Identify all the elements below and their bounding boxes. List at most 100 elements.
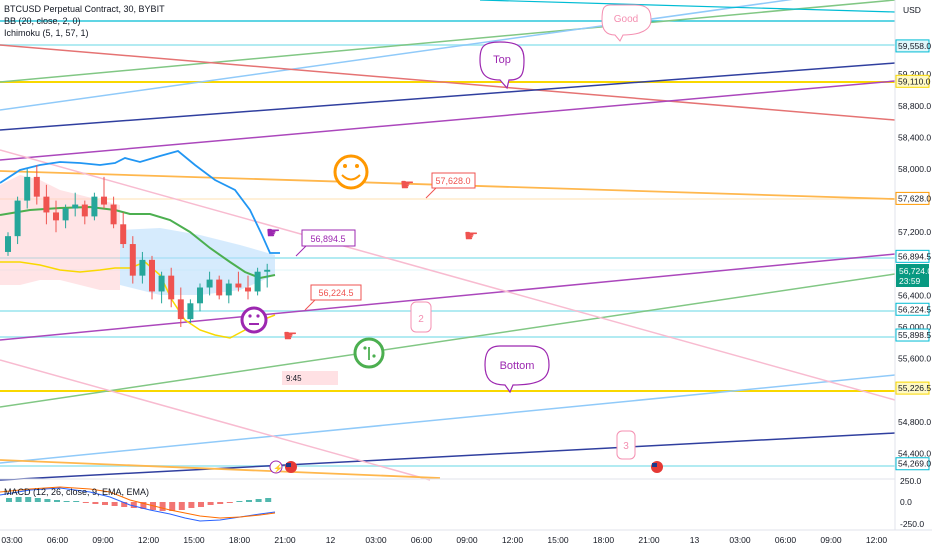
candle: [197, 283, 203, 312]
time-ticks: 03:00 06:00 09:00 12:00 15:00 18:00 21:00 12 03:…: [1, 535, 887, 545]
macd-bar: [198, 502, 204, 507]
time-tick: 03:00: [365, 535, 387, 545]
candle: [158, 271, 165, 304]
macd-bar: [63, 501, 70, 502]
price-note-1-text: 57,628.0: [435, 176, 470, 186]
callout-good-text: Good: [614, 14, 638, 25]
note-3[interactable]: 3: [616, 430, 636, 460]
price-tag: 54,269.0: [895, 457, 931, 471]
candle: [91, 192, 98, 221]
macd-bar: [265, 498, 272, 502]
symbol-title[interactable]: BTCUSD Perpetual Contract, 30, BYBIT: [4, 4, 165, 14]
price-note-1[interactable]: 57,628.0: [425, 172, 476, 199]
macd-bar: [226, 502, 233, 503]
smiley-orange-icon[interactable]: [333, 154, 369, 190]
macd-bar: [188, 502, 195, 508]
candle: [24, 169, 31, 209]
note-3-text: 3: [623, 441, 629, 452]
current-price: 56,724.0: [899, 266, 932, 276]
hand-point-icon-1[interactable]: ☛: [400, 177, 414, 194]
svg-text:⚡: ⚡: [273, 463, 283, 473]
macd-scale-bottom: -250.0: [900, 519, 924, 529]
candle: [245, 275, 251, 300]
macd-bar: [6, 498, 12, 502]
hand-point-icon-3[interactable]: ☛: [266, 225, 280, 242]
price-tag-text: 55,226.5: [898, 383, 931, 393]
macd-bar: [217, 502, 224, 504]
indicator-ichimoku[interactable]: Ichimoku (5, 1, 57, 1): [4, 28, 89, 38]
time-tick: 21:00: [638, 535, 660, 545]
price-tag: 57,628.0: [895, 191, 931, 205]
macd-bar: [246, 500, 252, 502]
candle: [129, 236, 136, 284]
price-note-2-text: 56,894.5: [310, 234, 345, 244]
green-face-icon[interactable]: [353, 337, 385, 369]
time-tick: 13: [690, 535, 700, 545]
svg-text:☛: ☛: [400, 177, 414, 194]
macd-bar: [82, 502, 89, 503]
ichimoku-cloud: [0, 175, 275, 295]
hand-point-icon-2[interactable]: ☛: [464, 228, 478, 245]
us-flag-icon-1[interactable]: [285, 461, 297, 473]
time-box-text: 9:45: [286, 374, 302, 383]
time-tick: 03:00: [1, 535, 23, 545]
macd-bar: [54, 500, 60, 502]
time-tick: 06:00: [47, 535, 69, 545]
bollinger-line: [0, 150, 280, 254]
indicator-bb[interactable]: BB (20, close, 2, 0): [4, 16, 81, 26]
svg-text:☛: ☛: [464, 228, 478, 245]
price-tick: 58,400.0: [898, 132, 931, 142]
price-tag: 55,898.5: [895, 328, 931, 342]
macd-bar: [92, 502, 99, 504]
note-2[interactable]: 2: [410, 301, 432, 333]
price-tick: 58,800.0: [898, 101, 931, 111]
current-price-tag: 56,724.0 23:59: [896, 264, 932, 287]
price-tag-text: 55,898.5: [898, 330, 931, 340]
candle: [120, 212, 127, 248]
candle: [101, 176, 107, 209]
svg-text:☛: ☛: [283, 328, 297, 345]
price-tag-text: 59,110.0: [898, 76, 931, 86]
us-flag-icon-2[interactable]: [651, 461, 663, 473]
price-tag-text: 59,558.0: [898, 41, 931, 51]
macd-bar: [207, 502, 214, 505]
callout-bottom[interactable]: Bottom: [484, 345, 550, 394]
macd-bar: [236, 501, 243, 502]
candle: [177, 287, 184, 327]
time-tick: 12: [326, 535, 336, 545]
macd-bar: [34, 498, 41, 502]
time-tick: 15:00: [547, 535, 569, 545]
price-note-2[interactable]: 56,894.5: [295, 229, 356, 257]
candles: [5, 165, 271, 327]
price-tick: 54,800.0: [898, 417, 931, 427]
countdown: 23:59: [899, 276, 921, 286]
time-tick: 12:00: [502, 535, 524, 545]
time-tick: 06:00: [411, 535, 433, 545]
macd-bar: [44, 499, 51, 502]
macd-bar: [159, 502, 166, 511]
time-tick: 09:00: [456, 535, 478, 545]
price-tag-text: 56,894.5: [898, 251, 931, 261]
time-tick: 15:00: [183, 535, 205, 545]
price-ticks: 59,200.0 58,800.0 58,400.0 58,000.0 57,200.0…: [898, 69, 931, 458]
candle: [5, 232, 11, 256]
macd-bar: [73, 501, 80, 502]
callout-good[interactable]: Good: [601, 4, 652, 42]
price-tick: 54,400.0: [898, 448, 931, 458]
macd-label[interactable]: MACD (12, 26, close, 9, EMA, EMA): [4, 487, 150, 497]
macd-bar: [140, 502, 147, 509]
candle: [264, 263, 271, 288]
candle: [53, 200, 59, 233]
time-axis[interactable]: [0, 529, 932, 550]
neutral-face-icon[interactable]: [240, 306, 268, 334]
candle: [235, 271, 242, 292]
price-tag-text: 57,628.0: [898, 193, 931, 203]
candle: [139, 251, 146, 284]
time-tick: 12:00: [866, 535, 888, 545]
lightning-event-icon[interactable]: ⚡: [269, 460, 283, 474]
callout-top[interactable]: Top: [479, 41, 525, 90]
hand-point-icon-4[interactable]: ☛: [283, 328, 297, 345]
price-note-3[interactable]: 56,224.5: [304, 284, 362, 311]
